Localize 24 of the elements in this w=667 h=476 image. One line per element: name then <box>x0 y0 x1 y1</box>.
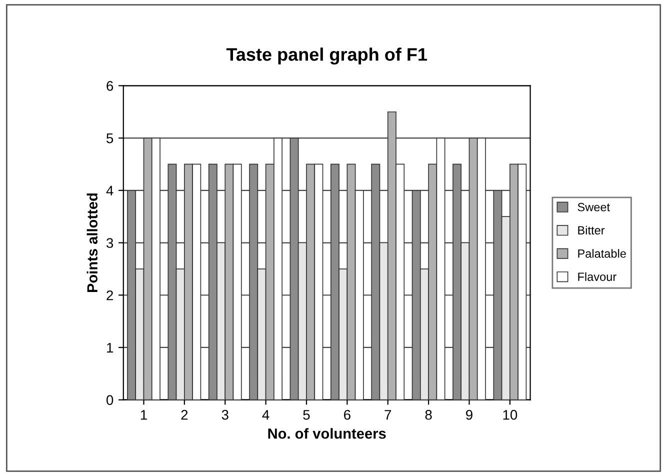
y-tick-label: 1 <box>107 342 113 353</box>
y-tick-label: 5 <box>106 134 114 144</box>
x-tick-label: 8 <box>425 410 432 420</box>
y-tick-label: 6 <box>106 81 114 91</box>
x-tick-label: 5 <box>303 410 310 420</box>
x-tick-label: 6 <box>344 410 350 420</box>
x-axis-title: No. of volunteers <box>268 428 386 439</box>
x-tick-label: 3 <box>222 410 228 420</box>
y-tick-label: 4 <box>106 186 114 196</box>
x-tick-label: 1 <box>140 410 147 420</box>
y-tick-label: 0 <box>106 395 114 406</box>
y-axis-title: Points allotted <box>86 193 98 292</box>
x-tick-label: 9 <box>466 410 472 420</box>
x-tick-label: 10 <box>503 410 518 420</box>
x-tick-label: 7 <box>384 410 392 420</box>
x-tick-label: 4 <box>262 410 270 420</box>
y-tick-label: 3 <box>106 238 114 248</box>
legend-label: Flavour <box>578 272 616 281</box>
y-tick-label: 2 <box>106 290 113 300</box>
x-tick-label: 2 <box>181 410 188 420</box>
legend-label: Bitter <box>578 226 605 235</box>
legend-label: Sweet <box>578 202 610 212</box>
legend-label: Palatable <box>578 249 626 258</box>
chart-title: Taste panel graph of F1 <box>226 48 427 65</box>
